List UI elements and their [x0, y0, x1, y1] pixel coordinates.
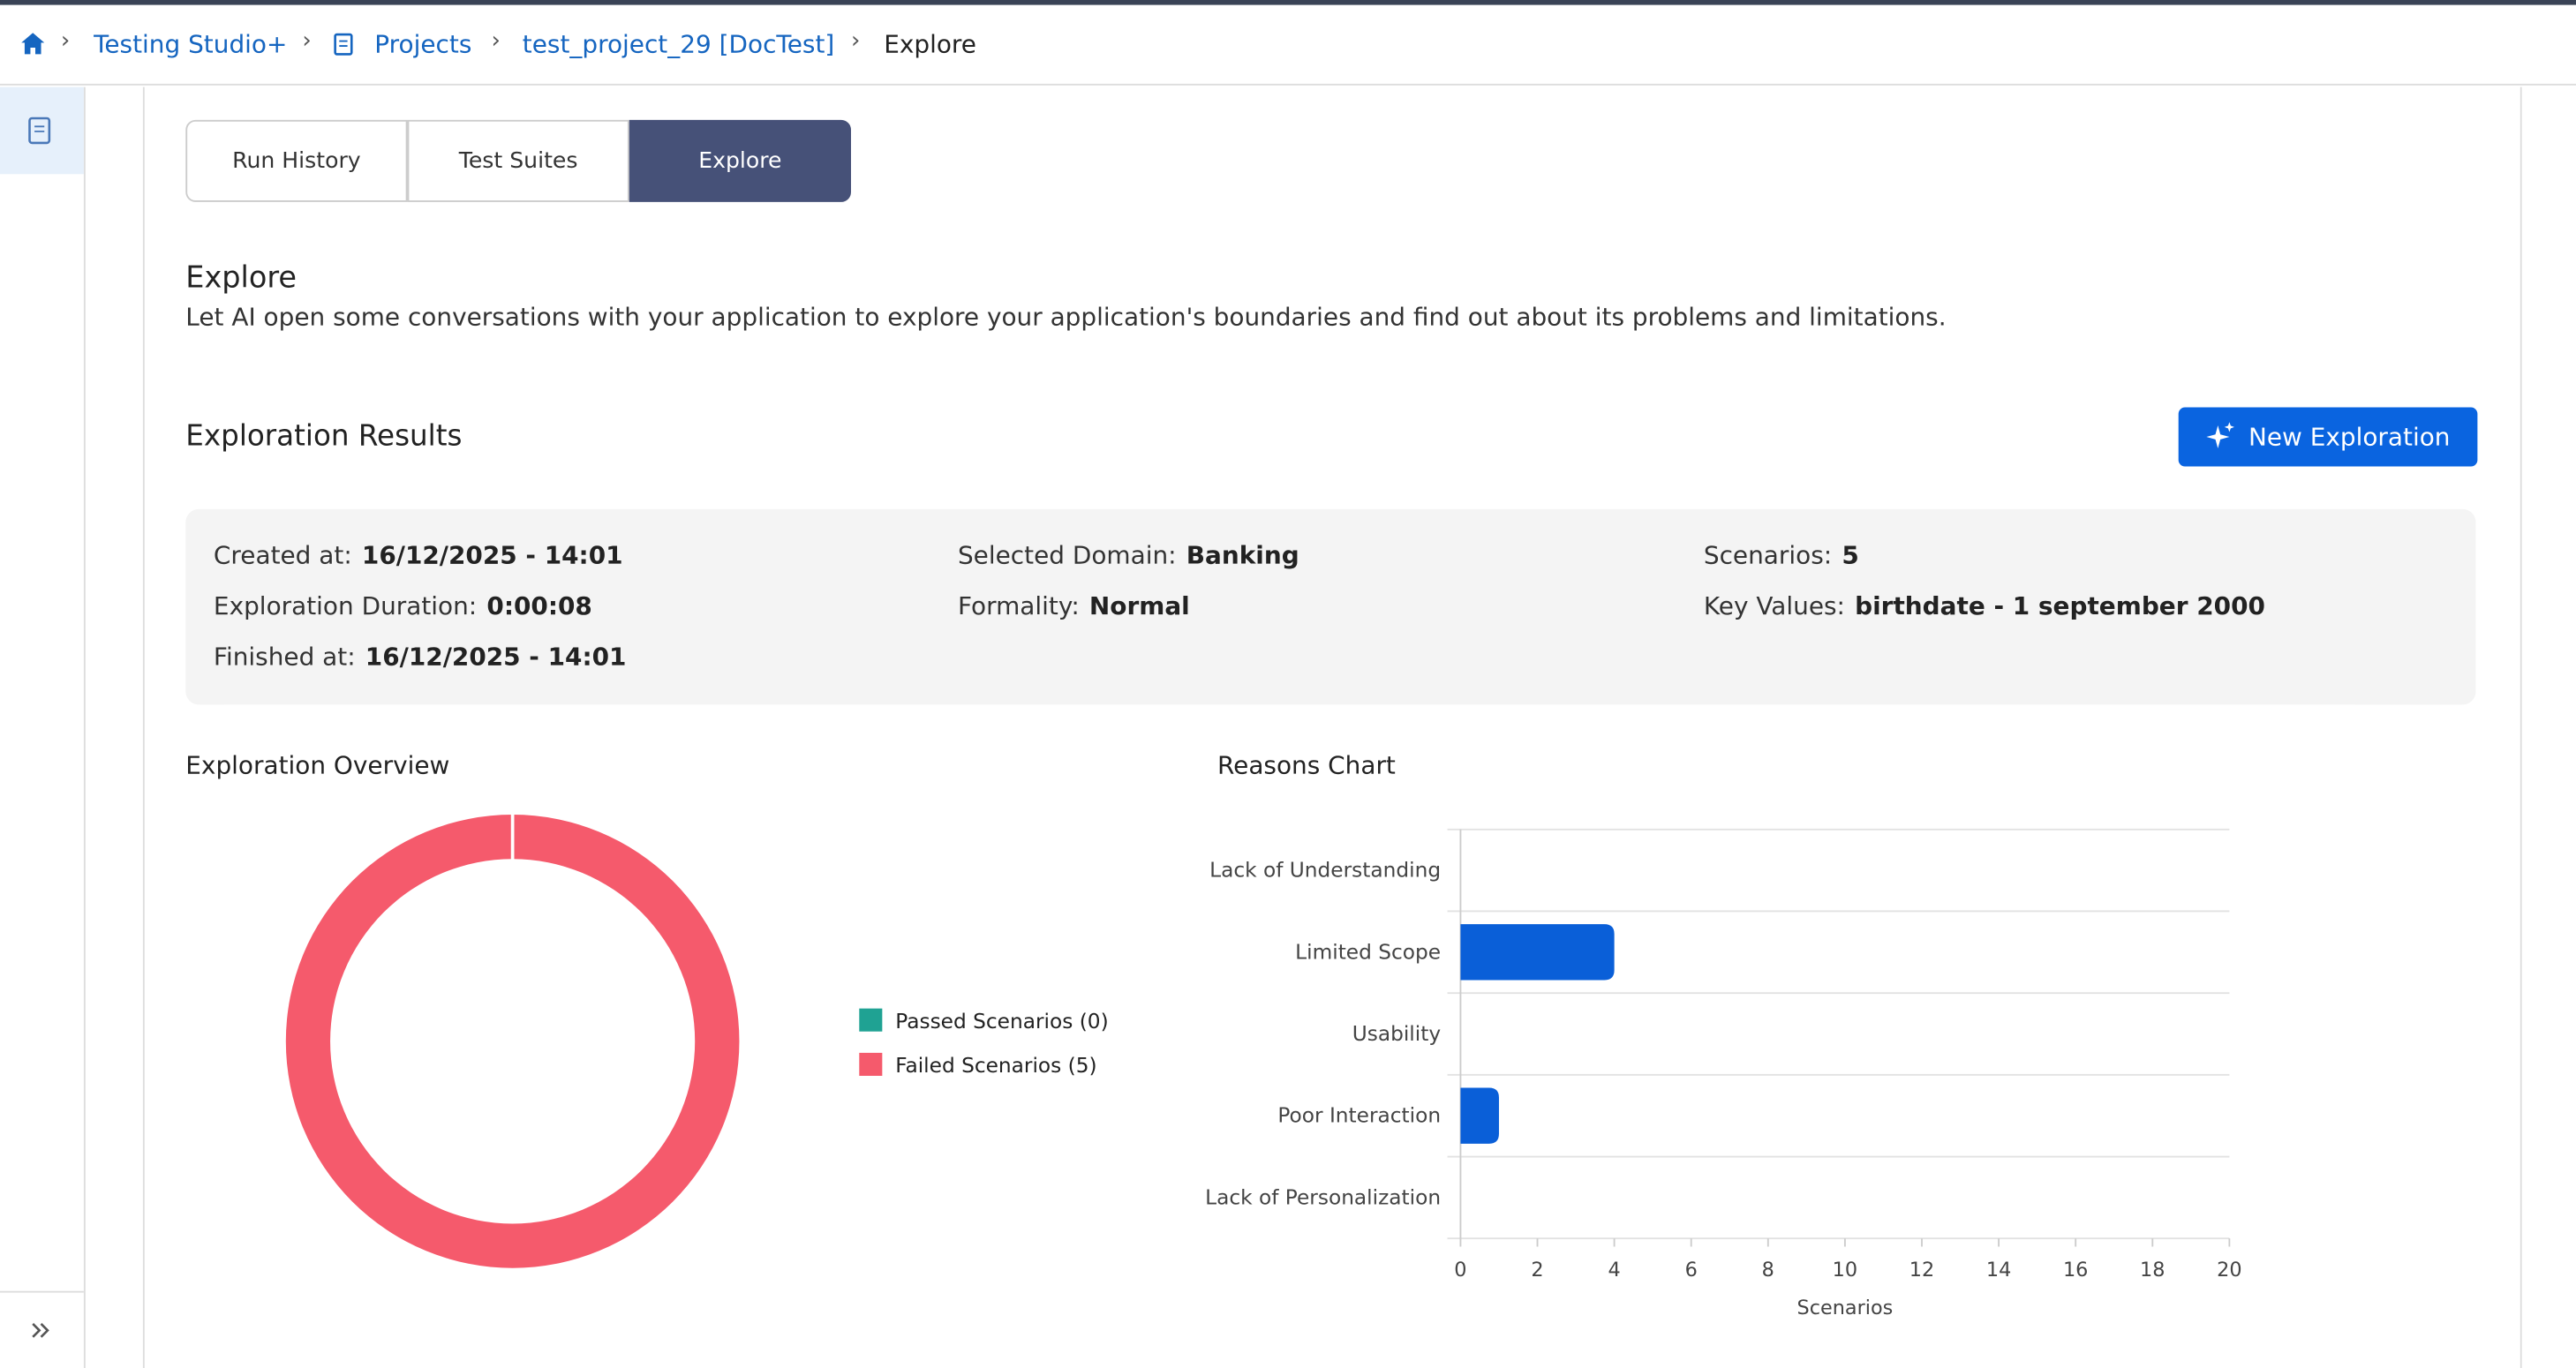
- field-label: Selected Domain:: [957, 540, 1177, 570]
- tab[interactable]: Test Suites: [407, 119, 629, 202]
- bar: [1460, 1087, 1499, 1144]
- legend-swatch: [859, 1008, 883, 1032]
- y-tick-label: Limited Scope: [1295, 940, 1441, 964]
- tab[interactable]: Run History: [185, 119, 408, 202]
- tab-active[interactable]: Explore: [629, 119, 851, 202]
- sidebar-active[interactable]: [0, 86, 84, 175]
- field-label: Formality:: [957, 590, 1080, 621]
- info-field: Formality: Normal: [958, 591, 1190, 620]
- field-value: 16/12/2025 - 14:01: [361, 540, 623, 570]
- sparkle-icon: [2205, 422, 2234, 449]
- button-label: New Exploration: [2248, 422, 2451, 452]
- y-tick-label: Lack of Understanding: [1209, 859, 1441, 883]
- info-field: Finished at: 16/12/2025 - 14:01: [214, 643, 627, 672]
- x-axis-label: Scenarios: [1797, 1297, 1894, 1319]
- field-value: 16/12/2025 - 14:01: [365, 642, 627, 673]
- bar: [1460, 924, 1615, 981]
- new-exploration-button[interactable]: New Exploration: [2178, 407, 2478, 467]
- breadcrumb[interactable]: test_project_29 [DocTest]: [522, 29, 835, 59]
- results-title: Exploration Results: [185, 420, 463, 454]
- doc-icon: [334, 33, 353, 56]
- x-tick-label: 20: [2217, 1259, 2241, 1282]
- breadcrumb[interactable]: Projects: [374, 29, 472, 59]
- home-icon[interactable]: [19, 31, 46, 57]
- field-value: birthdate - 1 september 2000: [1855, 590, 2265, 621]
- chart-title: Reasons Chart: [1217, 750, 1396, 780]
- field-label: Scenarios:: [1703, 540, 1833, 570]
- y-tick-label: Poor Interaction: [1277, 1104, 1441, 1128]
- field-label: Exploration Duration:: [213, 590, 478, 621]
- info-panel: Created at: 16/12/2025 - 14:01 Selected Do…: [185, 508, 2476, 705]
- legend-label: Passed Scenarios (0): [895, 1010, 1108, 1034]
- content: [142, 86, 2522, 1368]
- x-tick-label: 4: [1608, 1259, 1621, 1282]
- breadcrumb-current: Explore: [884, 29, 976, 59]
- info-field: Scenarios: 5: [1704, 540, 1859, 569]
- chart-title: Exploration Overview: [185, 750, 450, 780]
- doc-icon: [28, 117, 51, 145]
- field-value: Banking: [1186, 540, 1299, 570]
- field-label: Finished at:: [213, 642, 356, 673]
- donut-chart: Passed Scenarios (0) Failed Scenarios (5): [285, 815, 1109, 1268]
- field-label: Created at:: [213, 540, 352, 570]
- separator: ›: [850, 27, 861, 55]
- breadcrumb[interactable]: Testing Studio+: [94, 29, 288, 59]
- info-field: Created at: 16/12/2025 - 14:01: [214, 540, 623, 569]
- legend-swatch: [859, 1052, 883, 1076]
- info-field: Selected Domain: Banking: [958, 540, 1299, 569]
- bar-chart: 0 2 4 6 8 10 12 14 16 18 20 Scenarios Lack of Unders…: [1205, 828, 2242, 1319]
- x-tick-label: 0: [1454, 1259, 1466, 1282]
- x-tick-label: 14: [1986, 1259, 2011, 1282]
- separator: ›: [302, 27, 312, 55]
- info-field: Exploration Duration: 0:00:08: [214, 591, 592, 620]
- expand-icon[interactable]: [29, 1320, 52, 1340]
- x-tick-label: 6: [1685, 1259, 1698, 1282]
- x-tick-label: 8: [1762, 1259, 1774, 1282]
- x-tick-label: 18: [2140, 1259, 2165, 1282]
- field-value: 0:00:08: [486, 590, 592, 621]
- x-tick-label: 12: [1909, 1259, 1934, 1282]
- x-tick-label: 2: [1531, 1259, 1543, 1282]
- field-value: Normal: [1088, 590, 1190, 621]
- sidebar: [0, 86, 86, 1368]
- info-field: Key Values: birthdate - 1 september 2000: [1704, 591, 2265, 620]
- y-tick-label: Lack of Personalization: [1205, 1185, 1441, 1209]
- separator: ›: [60, 27, 71, 55]
- x-tick-label: 10: [1833, 1259, 1857, 1282]
- separator: ›: [491, 27, 501, 55]
- field-label: Key Values:: [1703, 590, 1845, 621]
- x-tick-label: 16: [2063, 1259, 2088, 1282]
- section-title: Explore: [185, 260, 297, 296]
- legend-label: Failed Scenarios (5): [895, 1054, 1096, 1078]
- y-tick-label: Usability: [1352, 1022, 1442, 1046]
- top-bar: › Testing Studio+ › Projects › test_proj…: [0, 0, 2576, 86]
- donut-slice: [285, 815, 740, 1268]
- field-value: 5: [1842, 540, 1859, 570]
- section-description: Let AI open some conversations with your…: [185, 302, 1947, 332]
